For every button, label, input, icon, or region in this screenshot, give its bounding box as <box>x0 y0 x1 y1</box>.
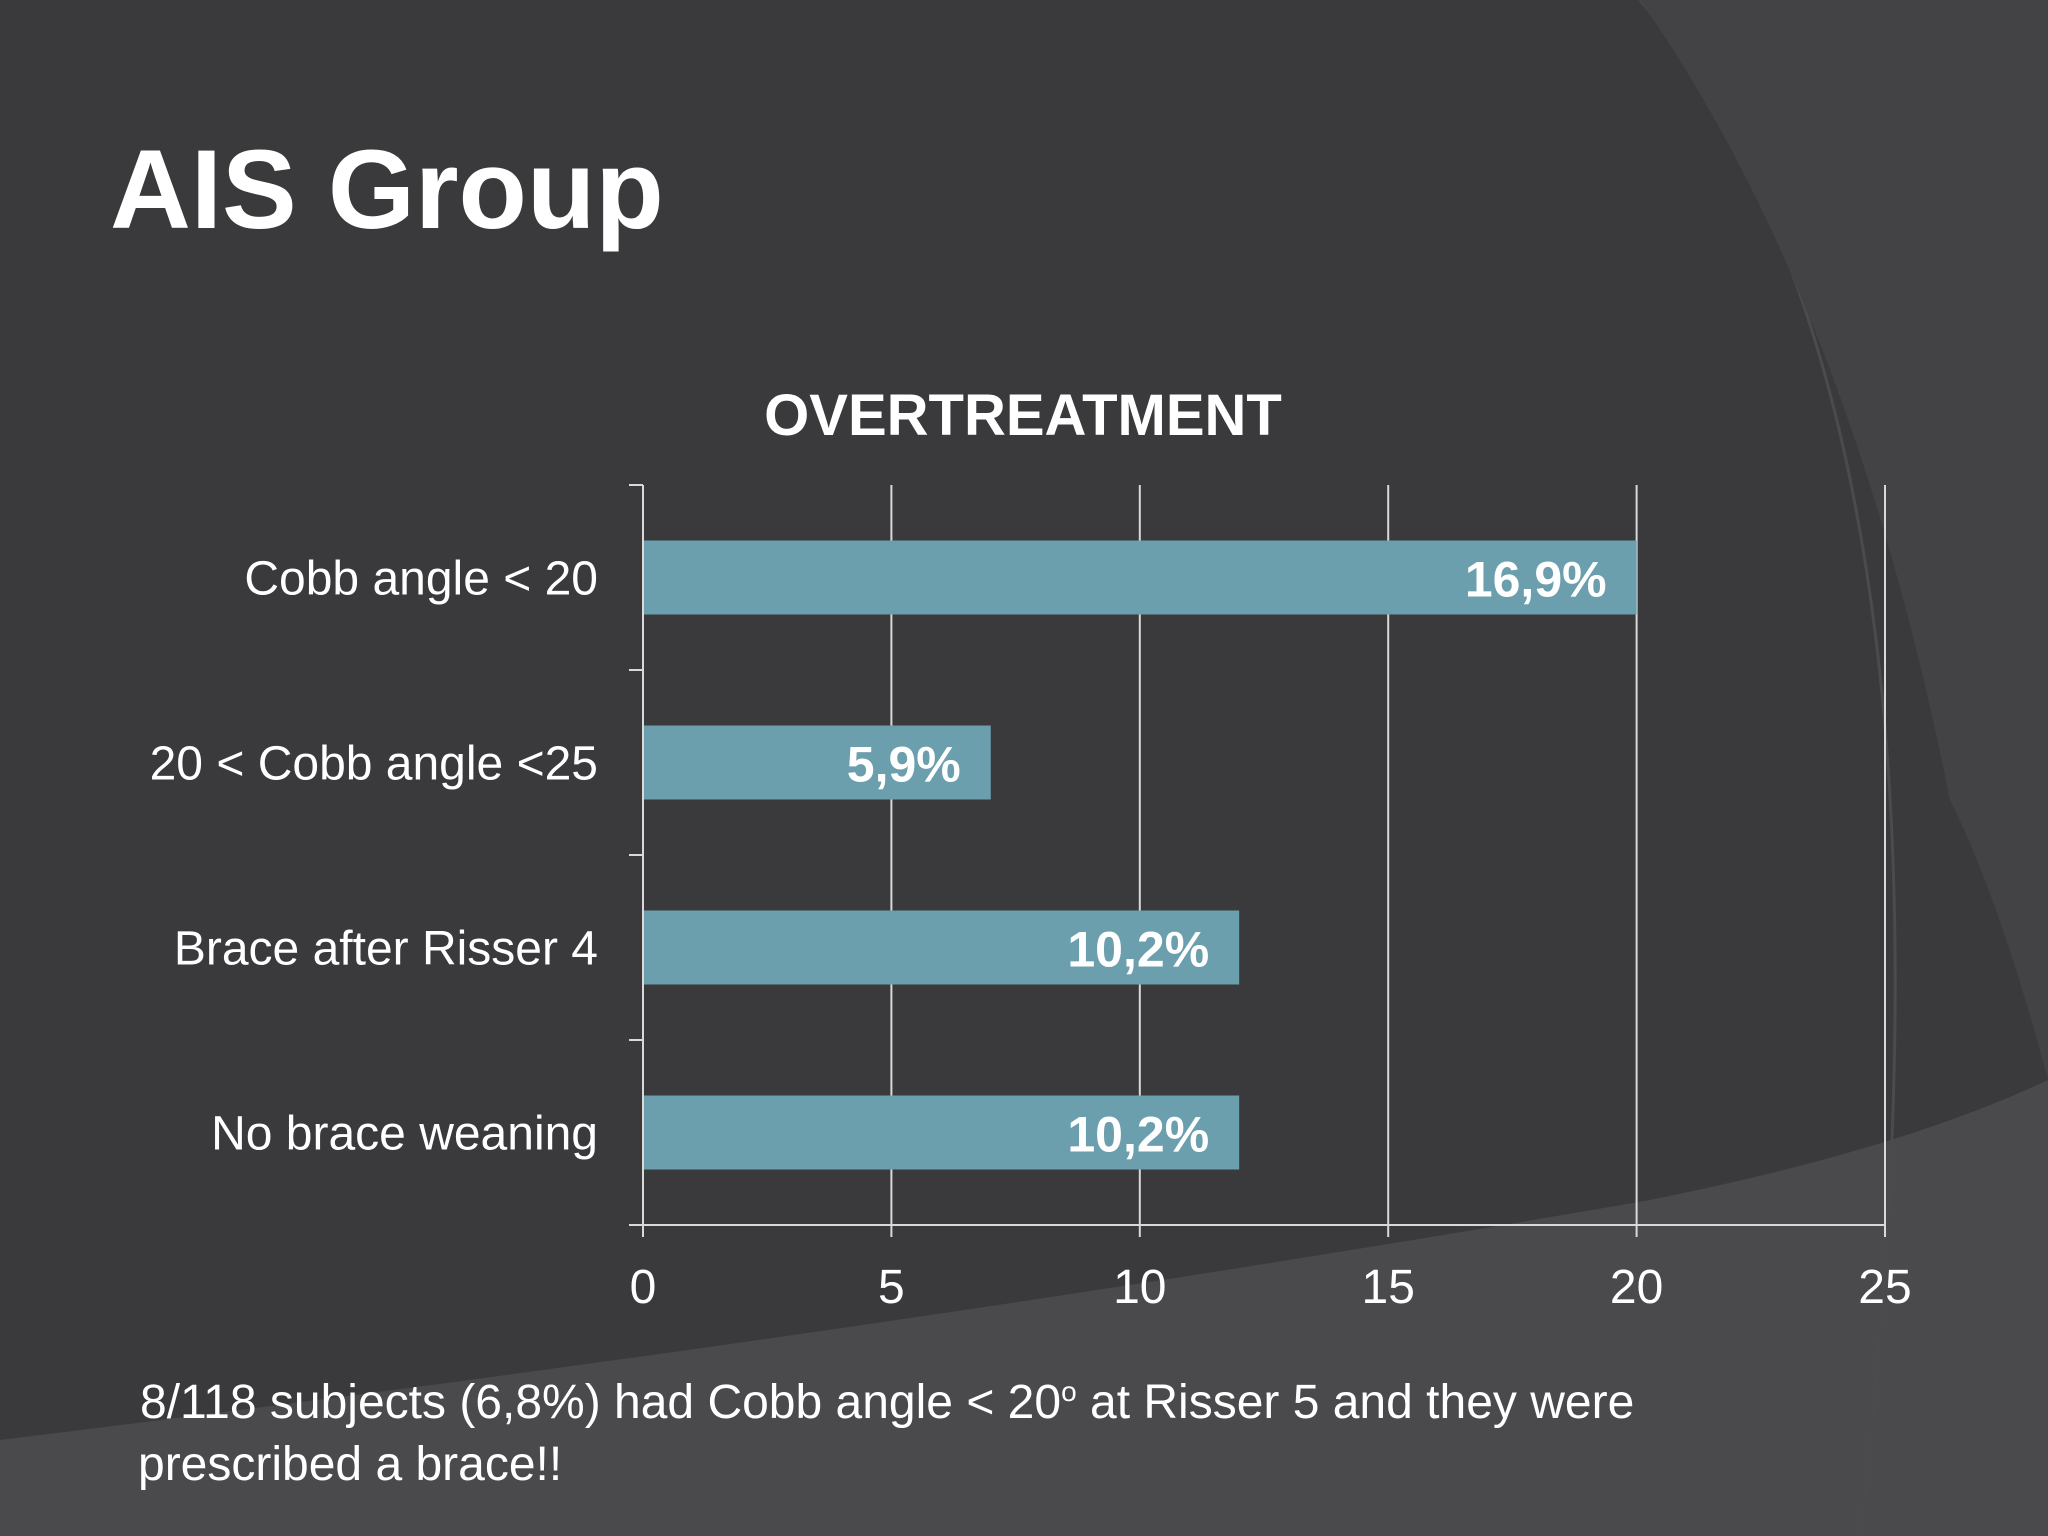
labels: 0 5 10 15 20 25 Cobb angle < 20 16,9% 20 < Cobb … <box>150 552 1912 1315</box>
degree-superscript: o <box>1061 1376 1077 1407</box>
footnote-line-1: 8/118 subjects (6,8%) had Cobb angle < 2… <box>140 1372 1940 1434</box>
footnote-text-b: at Risser 5 and they were <box>1076 1376 1635 1429</box>
footnote-line-2: prescribed a brace!! <box>138 1438 563 1491</box>
category-label: No brace weaning <box>211 1108 598 1161</box>
x-tick-label: 20 <box>1610 1261 1663 1314</box>
footnote: 8/118 subjects (6,8%) had Cobb angle < 2… <box>138 1372 1940 1496</box>
x-tick-label: 10 <box>1113 1261 1166 1314</box>
footnote-text-a: 8/118 subjects (6,8%) had Cobb angle < 2… <box>140 1376 1062 1429</box>
bar <box>643 540 1637 615</box>
data-label: 10,2% <box>1067 1107 1209 1163</box>
data-label: 16,9% <box>1465 552 1607 608</box>
chart-title-text: OVERTREATMENT <box>764 383 1282 448</box>
category-label: Cobb angle < 20 <box>244 553 598 606</box>
x-tick-label: 5 <box>878 1261 905 1314</box>
slide-title: AIS Group <box>110 127 664 252</box>
bars <box>643 540 1637 1170</box>
x-tick-label: 15 <box>1362 1261 1415 1314</box>
x-tick-label: 25 <box>1858 1261 1911 1314</box>
data-label: 5,9% <box>847 737 961 793</box>
category-label: 20 < Cobb angle <25 <box>150 738 598 791</box>
category-label: Brace after Risser 4 <box>174 923 598 976</box>
axes <box>629 484 1886 1237</box>
data-label: 10,2% <box>1067 922 1209 978</box>
bar <box>643 1095 1240 1170</box>
bar <box>643 725 991 800</box>
x-tick-label: 0 <box>630 1261 657 1314</box>
bar <box>643 910 1240 985</box>
chart-title: OVERTREATMENT <box>0 382 2047 449</box>
